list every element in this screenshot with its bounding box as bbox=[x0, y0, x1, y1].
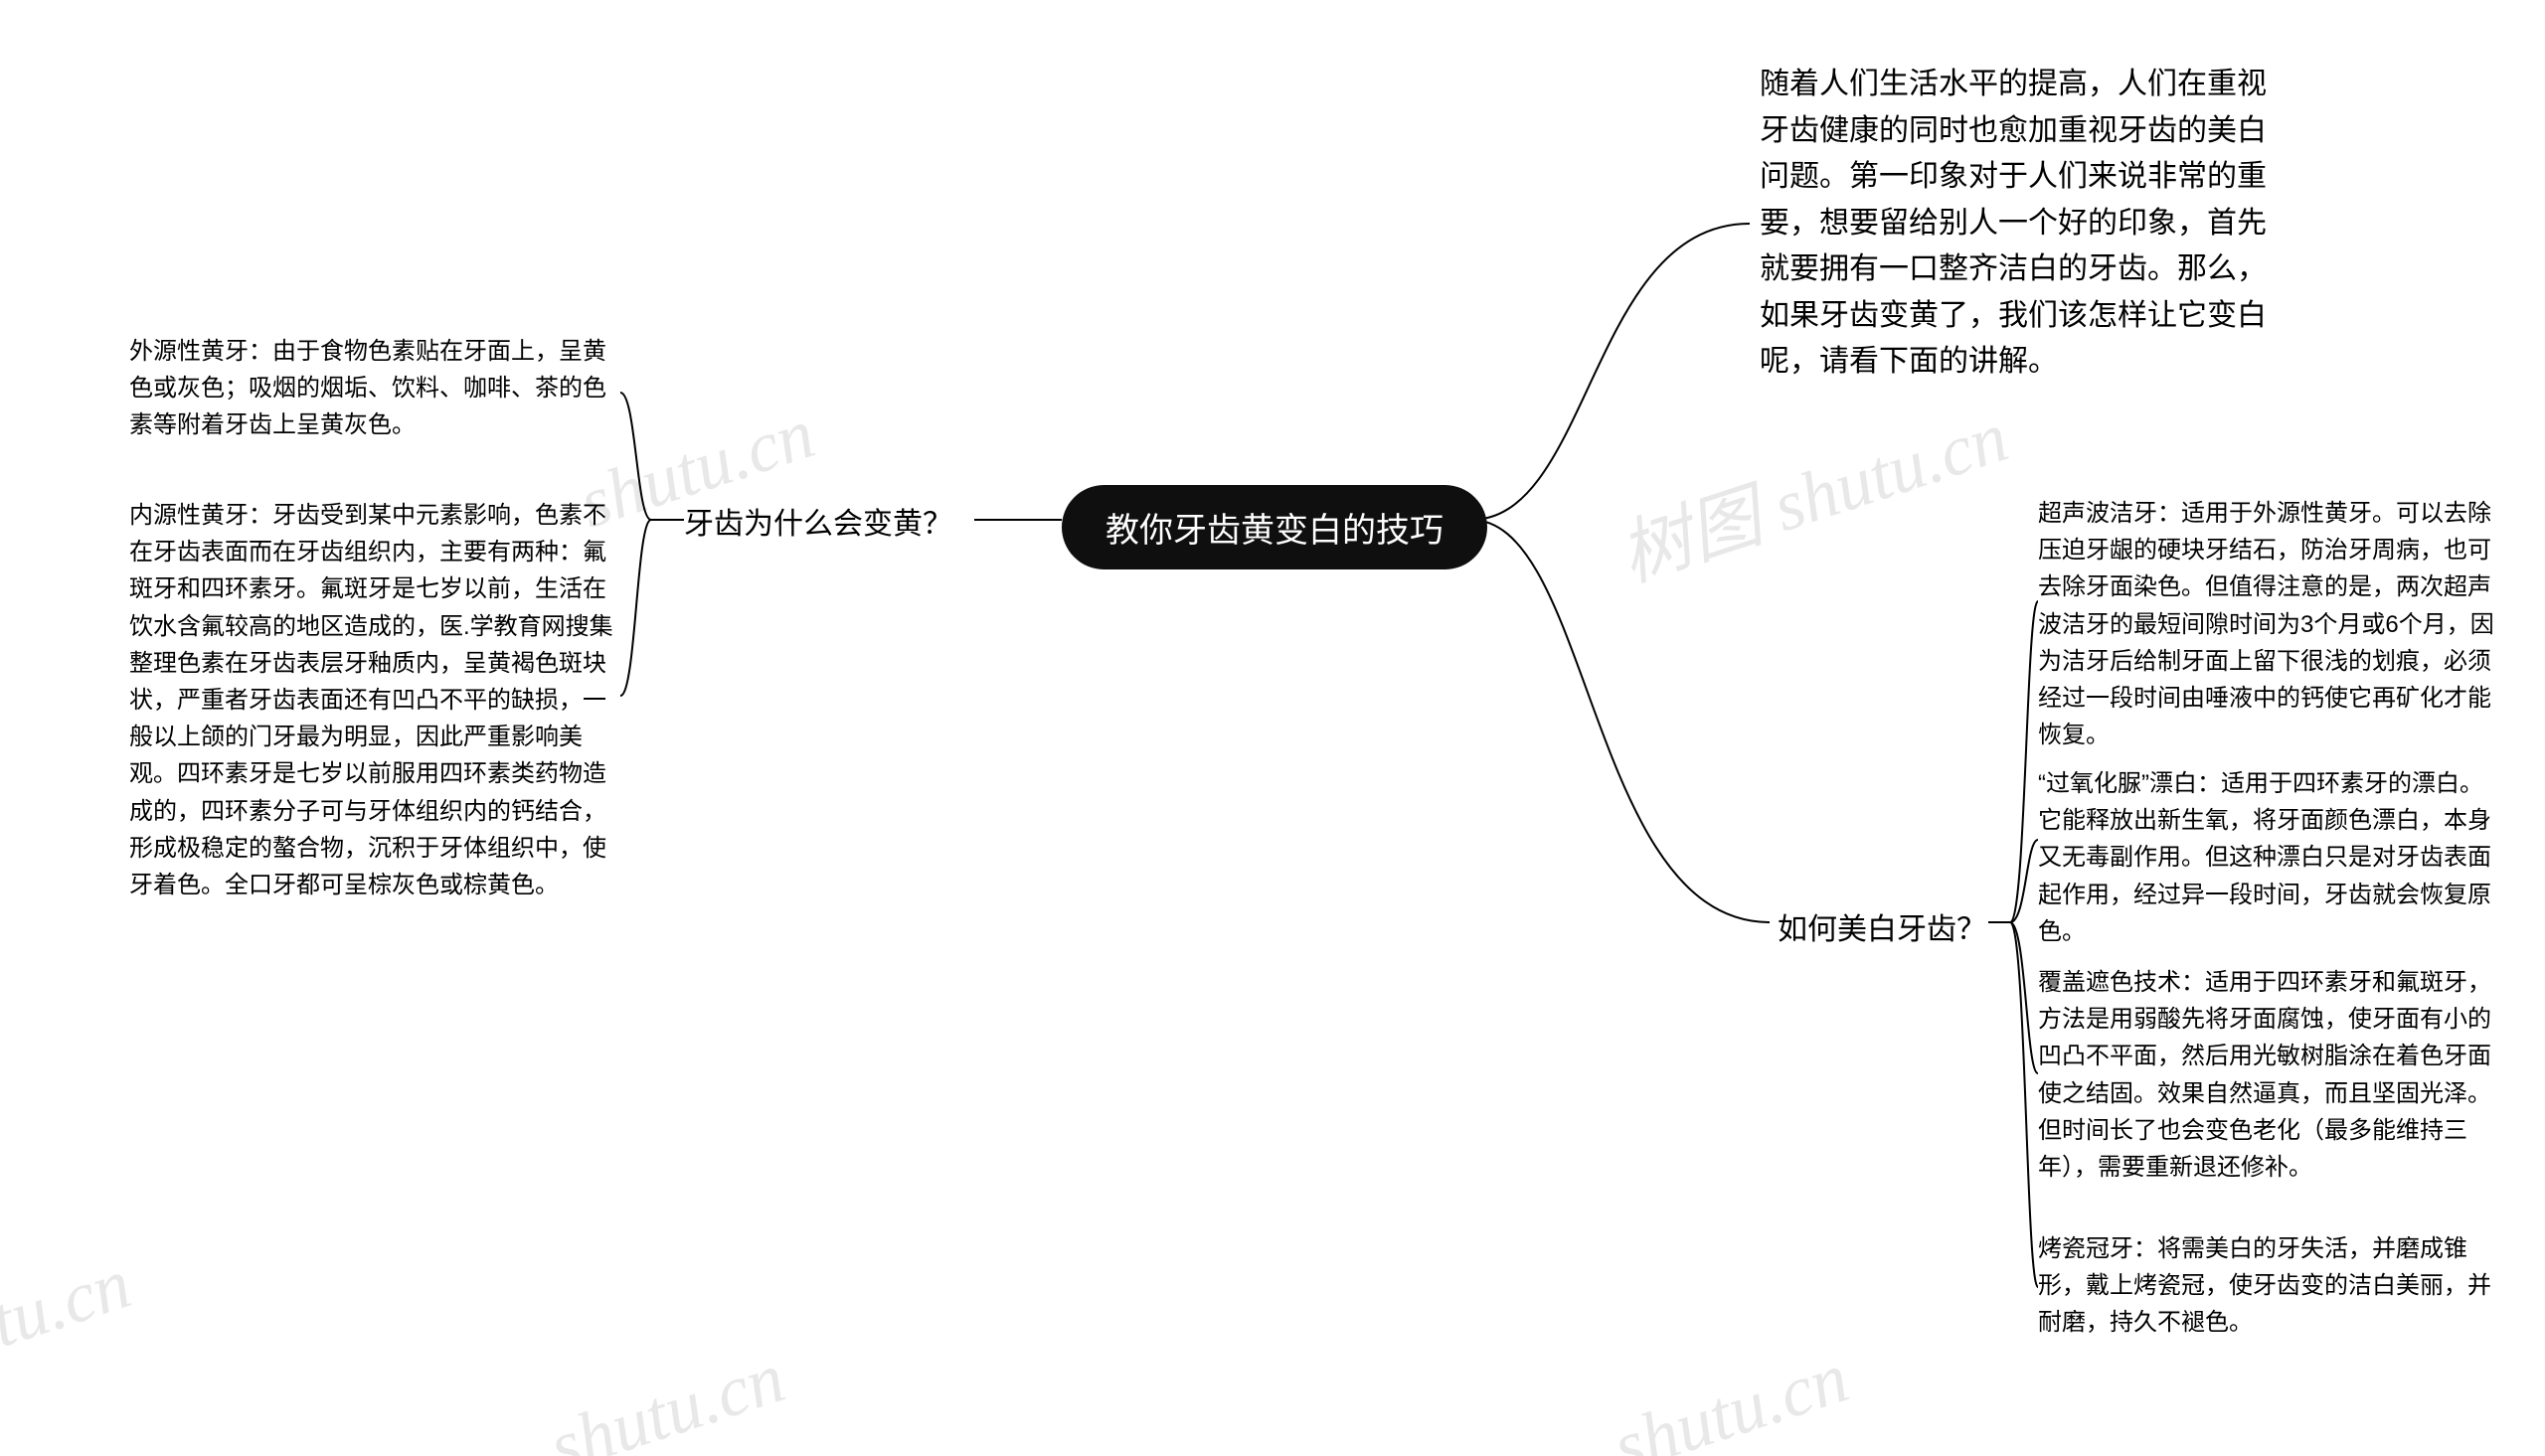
mindmap-canvas: shutu.cn 树图 shutu.cn tu.cn shutu.cn shut… bbox=[0, 0, 2545, 1456]
leaf-porcelain: 烤瓷冠牙：将需美白的牙失活，并磨成锥形，戴上烤瓷冠，使牙齿变的洁白美丽，并耐磨，… bbox=[2038, 1230, 2505, 1342]
leaf-peroxide: “过氧化脲”漂白：适用于四环素牙的漂白。它能释放出新生氧，将牙面颜色漂白，本身又… bbox=[2038, 765, 2505, 950]
watermark: tu.cn bbox=[0, 1242, 140, 1365]
leaf-ultrasonic: 超声波洁牙：适用于外源性黄牙。可以去除压迫牙龈的硬块牙结石，防治牙周病，也可去除… bbox=[2038, 495, 2505, 753]
leaf-endogenous: 内源性黄牙：牙齿受到某中元素影响，色素不在牙齿表面而在牙齿组织内，主要有两种：氟… bbox=[129, 497, 616, 903]
branch-why-yellow: 牙齿为什么会变黄？ bbox=[684, 499, 952, 543]
watermark: shutu.cn bbox=[1604, 1337, 1858, 1456]
watermark: shutu.cn bbox=[540, 1337, 794, 1456]
leaf-cover-mask: 覆盖遮色技术：适用于四环素牙和氟斑牙，方法是用弱酸先将牙面腐蚀，使牙面有小的凹凸… bbox=[2038, 964, 2505, 1186]
center-topic: 教你牙齿黄变白的技巧 bbox=[1062, 485, 1487, 569]
intro-paragraph: 随着人们生活水平的提高，人们在重视牙齿健康的同时也愈加重视牙齿的美白问题。第一印… bbox=[1760, 62, 2277, 386]
watermark: 树图 shutu.cn bbox=[1605, 378, 2019, 601]
branch-how-whiten: 如何美白牙齿？ bbox=[1778, 904, 1986, 948]
leaf-exogenous: 外源性黄牙：由于食物色素贴在牙面上，呈黄色或灰色；吸烟的烟垢、饮料、咖啡、茶的色… bbox=[129, 333, 616, 444]
